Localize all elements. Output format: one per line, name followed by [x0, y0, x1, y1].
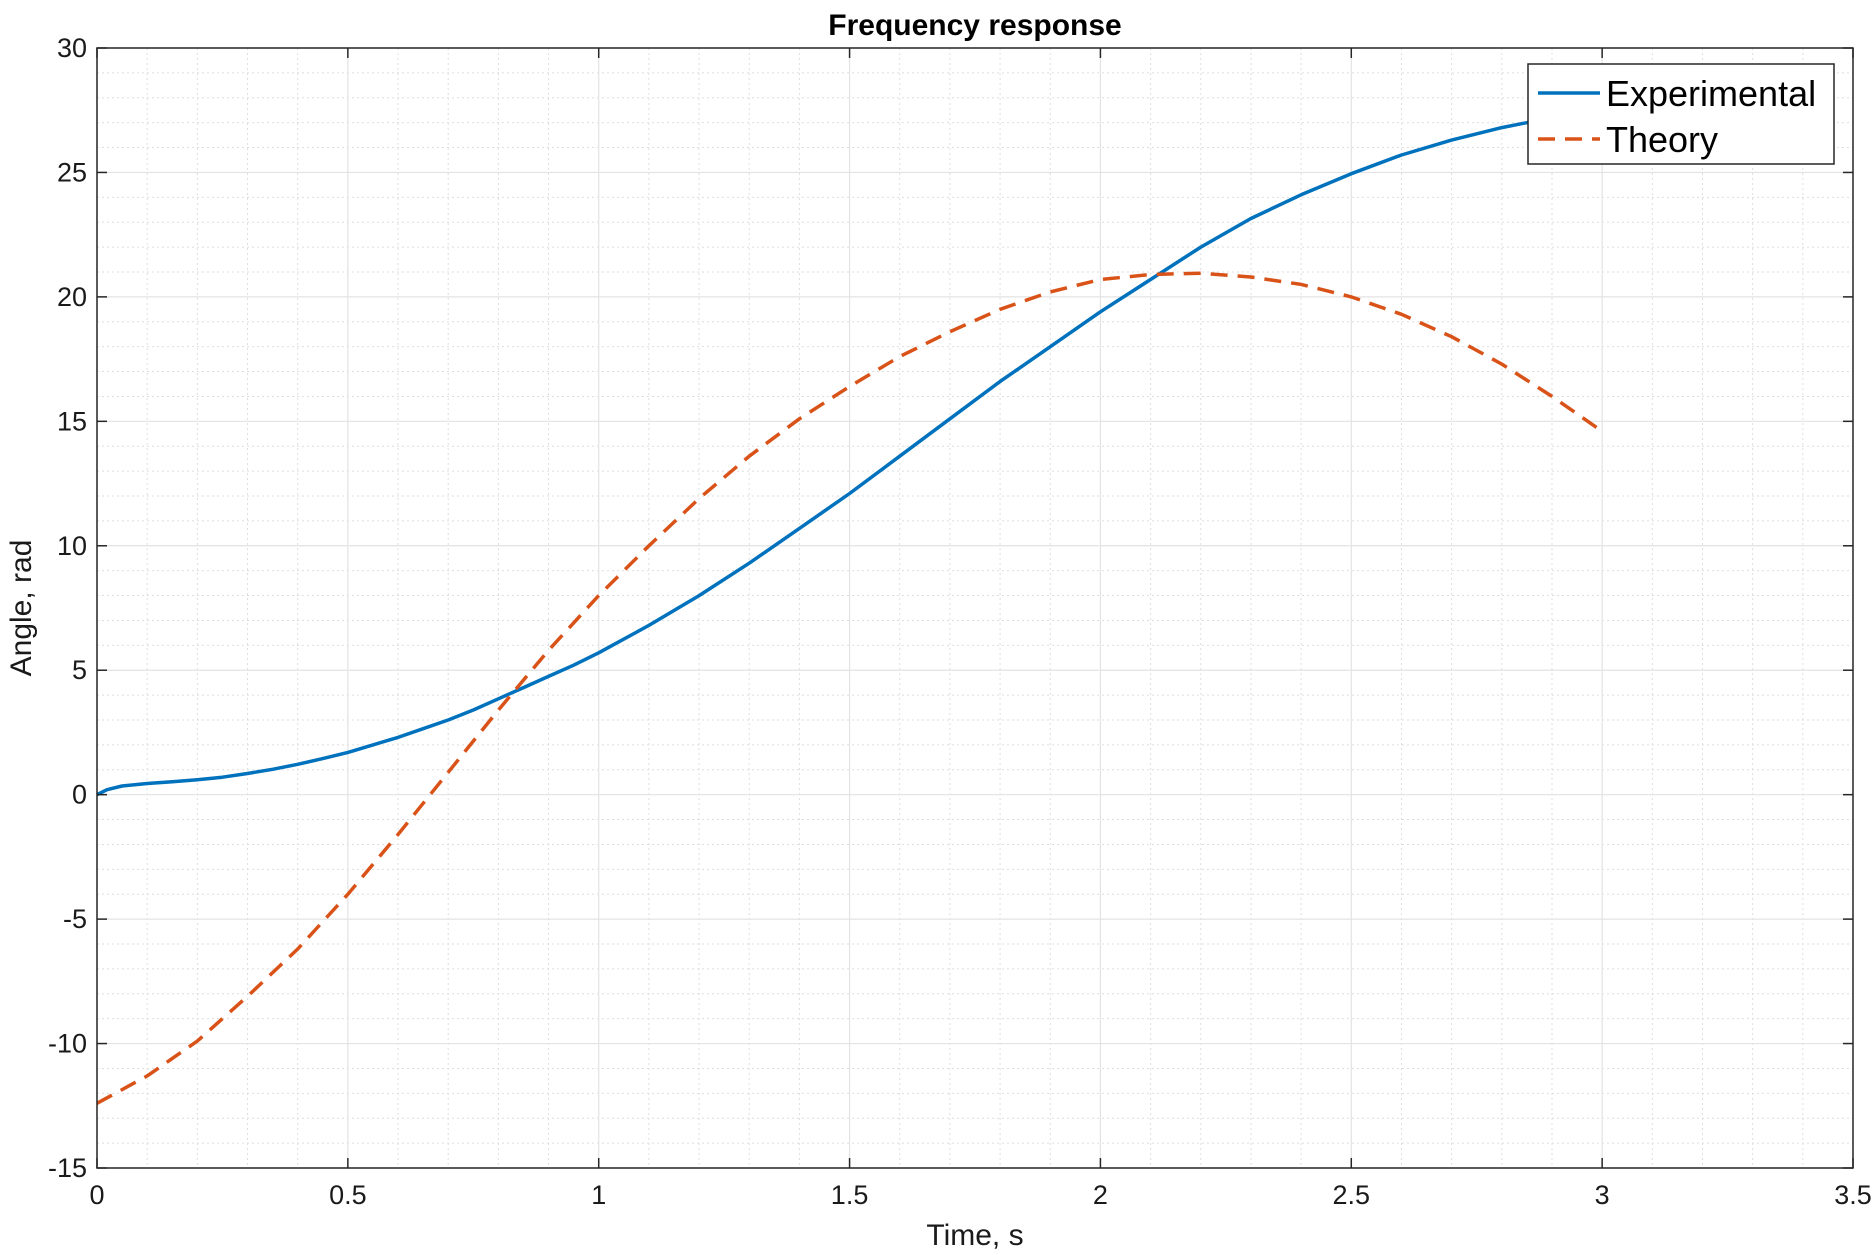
plot-area [97, 48, 1853, 1168]
series-line-theory [96, 271, 1604, 1105]
y-tick-label: 20 [57, 282, 87, 312]
y-tick-label: -15 [48, 1153, 87, 1183]
x-tick-label: 3.5 [1834, 1180, 1872, 1210]
legend-label-experimental: Experimental [1606, 73, 1816, 114]
axes-box [96, 47, 1854, 1169]
x-tick-label: 0.5 [329, 1180, 367, 1210]
y-tick-labels: -15 -10 -5 0 5 10 15 20 25 30 [48, 33, 87, 1183]
y-axis-label: Angle, rad [5, 540, 38, 677]
x-tick-label: 1 [591, 1180, 606, 1210]
tick-marks [96, 47, 1854, 1169]
x-tick-label: 3 [1595, 1180, 1610, 1210]
x-tick-label: 2.5 [1333, 1180, 1371, 1210]
legend: Experimental Theory [1527, 63, 1835, 165]
y-tick-label: -5 [63, 904, 87, 934]
y-tick-label: 15 [57, 406, 87, 436]
legend-label-theory: Theory [1606, 119, 1718, 160]
x-tick-label: 1.5 [831, 1180, 869, 1210]
chart-title: Frequency response [828, 9, 1121, 42]
y-tick-label: 30 [57, 33, 87, 63]
axes-layer [96, 47, 1854, 1169]
x-tick-label: 0 [89, 1180, 104, 1210]
y-tick-label: 5 [72, 655, 87, 685]
minor-grid [97, 48, 1853, 1168]
y-tick-label: 0 [72, 780, 87, 810]
y-tick-label: 10 [57, 531, 87, 561]
y-tick-label: 25 [57, 157, 87, 187]
series-line-experimental [96, 109, 1603, 797]
x-tick-labels: 0 0.5 1 1.5 2 2.5 3 3.5 [89, 1180, 1871, 1210]
series-layer [96, 109, 1604, 1105]
x-axis-label: Time, s [926, 1219, 1023, 1250]
y-tick-label: -10 [48, 1029, 87, 1059]
legend-box [1527, 63, 1835, 165]
x-tick-label: 2 [1093, 1180, 1108, 1210]
